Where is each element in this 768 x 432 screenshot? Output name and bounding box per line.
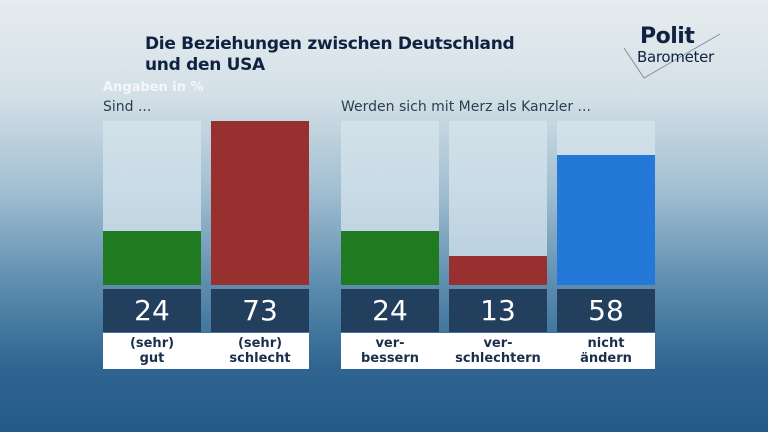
value-label: 24: [103, 289, 201, 332]
title-line-1: Die Beziehungen zwischen Deutschland: [145, 34, 515, 54]
category-label-line: ändern: [580, 351, 632, 366]
unit-label: Angaben in %: [103, 80, 204, 95]
checkmark-icon: [623, 33, 721, 79]
bar: [449, 255, 547, 285]
logo-barometer: Barometer: [637, 48, 714, 66]
value-label: 24: [341, 289, 439, 332]
category-label-line: schlecht: [229, 351, 291, 366]
category-label-line: ver-: [483, 336, 513, 351]
title-line-2: und den USA: [145, 55, 265, 75]
category-label: ver-bessern: [341, 333, 439, 369]
category-label-line: bessern: [360, 351, 420, 366]
bar: [103, 231, 201, 285]
subtitle-right: Werden sich mit Merz als Kanzler ...: [341, 99, 591, 115]
category-label: (sehr) schlecht: [211, 333, 309, 369]
category-label-line: gut: [139, 351, 165, 366]
subtitle-left: Sind ...: [103, 99, 152, 115]
chart-title: Die Beziehungen zwischen Deutschland und…: [145, 34, 515, 76]
bar: [341, 231, 439, 285]
bar: [211, 121, 309, 285]
category-label-line: nicht: [587, 336, 625, 351]
category-label-line: (sehr): [237, 336, 283, 351]
category-label: ver-schlechtern: [449, 333, 547, 369]
category-label-line: (sehr): [129, 336, 175, 351]
category-label-line: schlechtern: [455, 351, 541, 366]
logo-polit: Polit: [640, 24, 695, 49]
category-label: nicht ändern: [557, 333, 655, 369]
value-label: 73: [211, 289, 309, 332]
value-label: 13: [449, 289, 547, 332]
category-label-line: ver-: [375, 336, 405, 351]
bar: [557, 155, 655, 285]
category-label: (sehr) gut: [103, 333, 201, 369]
politbarometer-logo: Polit Barometer: [622, 24, 732, 80]
value-label: 58: [557, 289, 655, 332]
